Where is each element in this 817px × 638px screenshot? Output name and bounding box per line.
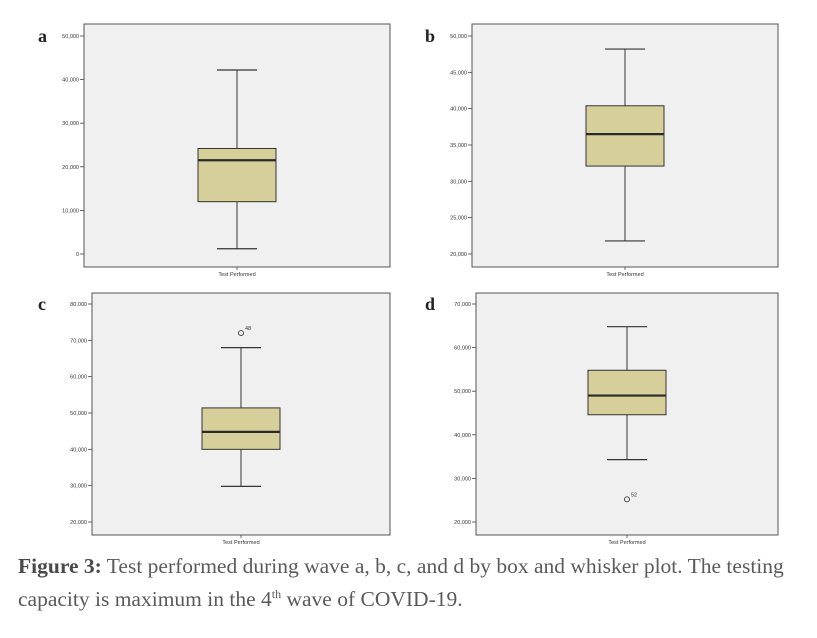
y-tick-label: 30,000 bbox=[70, 484, 87, 490]
y-tick-label: 50,000 bbox=[62, 34, 79, 40]
iqr-box bbox=[585, 105, 665, 167]
caption-superscript: th bbox=[271, 586, 282, 601]
y-tick-label: 70,000 bbox=[454, 302, 471, 308]
y-tick-label: 40,000 bbox=[62, 78, 79, 84]
y-tick-label: 0 bbox=[76, 252, 79, 258]
y-tick-label: 80,000 bbox=[70, 302, 87, 308]
figure-box-plots: a 0 10,000 20,000 30,000 40,000 50,000 Test Per… bbox=[38, 23, 779, 546]
iqr-box bbox=[201, 407, 281, 450]
x-axis-label: Test Performed bbox=[606, 272, 643, 278]
y-tick-label: 20,000 bbox=[62, 165, 79, 171]
y-tick-label: 25,000 bbox=[450, 216, 467, 222]
panel-d: d 20,000 30,000 40,000 50,000 60,000 70,000 Tes… bbox=[425, 292, 779, 546]
panel-letter-c: c bbox=[38, 294, 46, 314]
figure-caption: Figure 3: Test performed during wave a, … bbox=[18, 550, 803, 616]
y-tick-label: 50,000 bbox=[70, 411, 87, 417]
y-tick-label: 20,000 bbox=[454, 520, 471, 526]
y-tick-label: 30,000 bbox=[450, 179, 467, 185]
y-tick-label: 40,000 bbox=[70, 447, 87, 453]
y-tick-label: 40,000 bbox=[450, 107, 467, 113]
panel-a: a 0 10,000 20,000 30,000 40,000 50,000 Test Per… bbox=[38, 23, 391, 278]
panel-letter-d: d bbox=[425, 294, 435, 314]
x-axis-label: Test Performed bbox=[222, 540, 259, 546]
figure-label: Figure 3: bbox=[18, 554, 102, 578]
y-tick-label: 30,000 bbox=[454, 476, 471, 482]
panel-letter-b: b bbox=[425, 26, 435, 46]
y-tick-label: 50,000 bbox=[450, 34, 467, 40]
panel-b: b 20,000 25,000 30,000 35,000 40,000 45,000 50,… bbox=[425, 23, 779, 278]
y-tick-label: 70,000 bbox=[70, 338, 87, 344]
outlier-point bbox=[624, 496, 630, 503]
x-axis-label: Test Performed bbox=[218, 272, 255, 278]
outlier-label: 52 bbox=[631, 492, 637, 498]
y-tick-label: 20,000 bbox=[450, 252, 467, 258]
y-tick-label: 40,000 bbox=[454, 433, 471, 439]
panel-c: c 20,000 30,000 40,000 50,000 60,000 70,000 80,… bbox=[38, 292, 391, 546]
y-tick-label: 35,000 bbox=[450, 143, 467, 149]
y-tick-label: 10,000 bbox=[62, 208, 79, 214]
y-tick-label: 20,000 bbox=[70, 520, 87, 526]
iqr-box bbox=[197, 147, 277, 203]
x-axis-label: Test Performed bbox=[608, 540, 645, 546]
panel-letter-a: a bbox=[38, 26, 47, 46]
outlier-point bbox=[238, 330, 244, 337]
caption-text-part2: wave of COVID-19. bbox=[281, 587, 463, 611]
y-tick-label: 60,000 bbox=[70, 375, 87, 381]
y-tick-label: 30,000 bbox=[62, 121, 79, 127]
outlier-label: 48 bbox=[245, 326, 251, 332]
caption-text-part1: Test performed during wave a, b, c, and … bbox=[18, 554, 784, 611]
y-tick-label: 60,000 bbox=[454, 346, 471, 352]
iqr-box bbox=[587, 369, 667, 416]
y-tick-label: 50,000 bbox=[454, 389, 471, 395]
y-tick-label: 45,000 bbox=[450, 70, 467, 76]
